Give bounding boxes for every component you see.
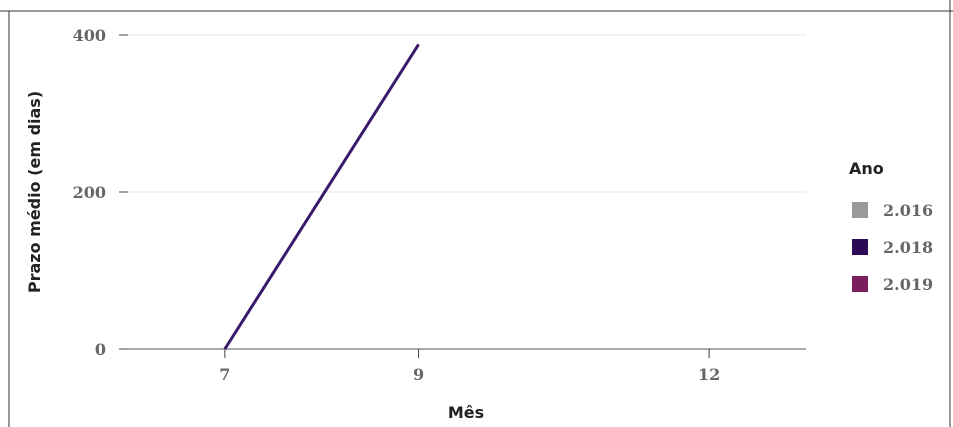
legend-label: 2.016 (883, 201, 933, 220)
x-axis-title: Mês (448, 403, 484, 422)
series-line-2.018 (223, 43, 420, 350)
legend-label: 2.019 (883, 275, 933, 294)
series-lines (223, 43, 420, 350)
legend: Ano 2.016 2.018 2.019 (849, 159, 933, 294)
legend-swatch (852, 202, 868, 218)
legend-swatch (852, 239, 868, 255)
axes: 0 200 400 7 9 12 (73, 26, 806, 384)
x-tick-label: 7 (219, 365, 230, 384)
y-tick-label: 200 (73, 183, 106, 202)
y-axis-title: Prazo médio (em dias) (25, 91, 44, 293)
y-tick-label: 400 (73, 26, 106, 45)
y-tick-label: 0 (95, 340, 106, 359)
x-tick-label: 9 (413, 365, 424, 384)
x-tick-label: 12 (698, 365, 720, 384)
legend-label: 2.018 (883, 238, 933, 257)
grid-lines (128, 34, 806, 193)
legend-title: Ano (849, 159, 884, 178)
legend-swatch (852, 276, 868, 292)
